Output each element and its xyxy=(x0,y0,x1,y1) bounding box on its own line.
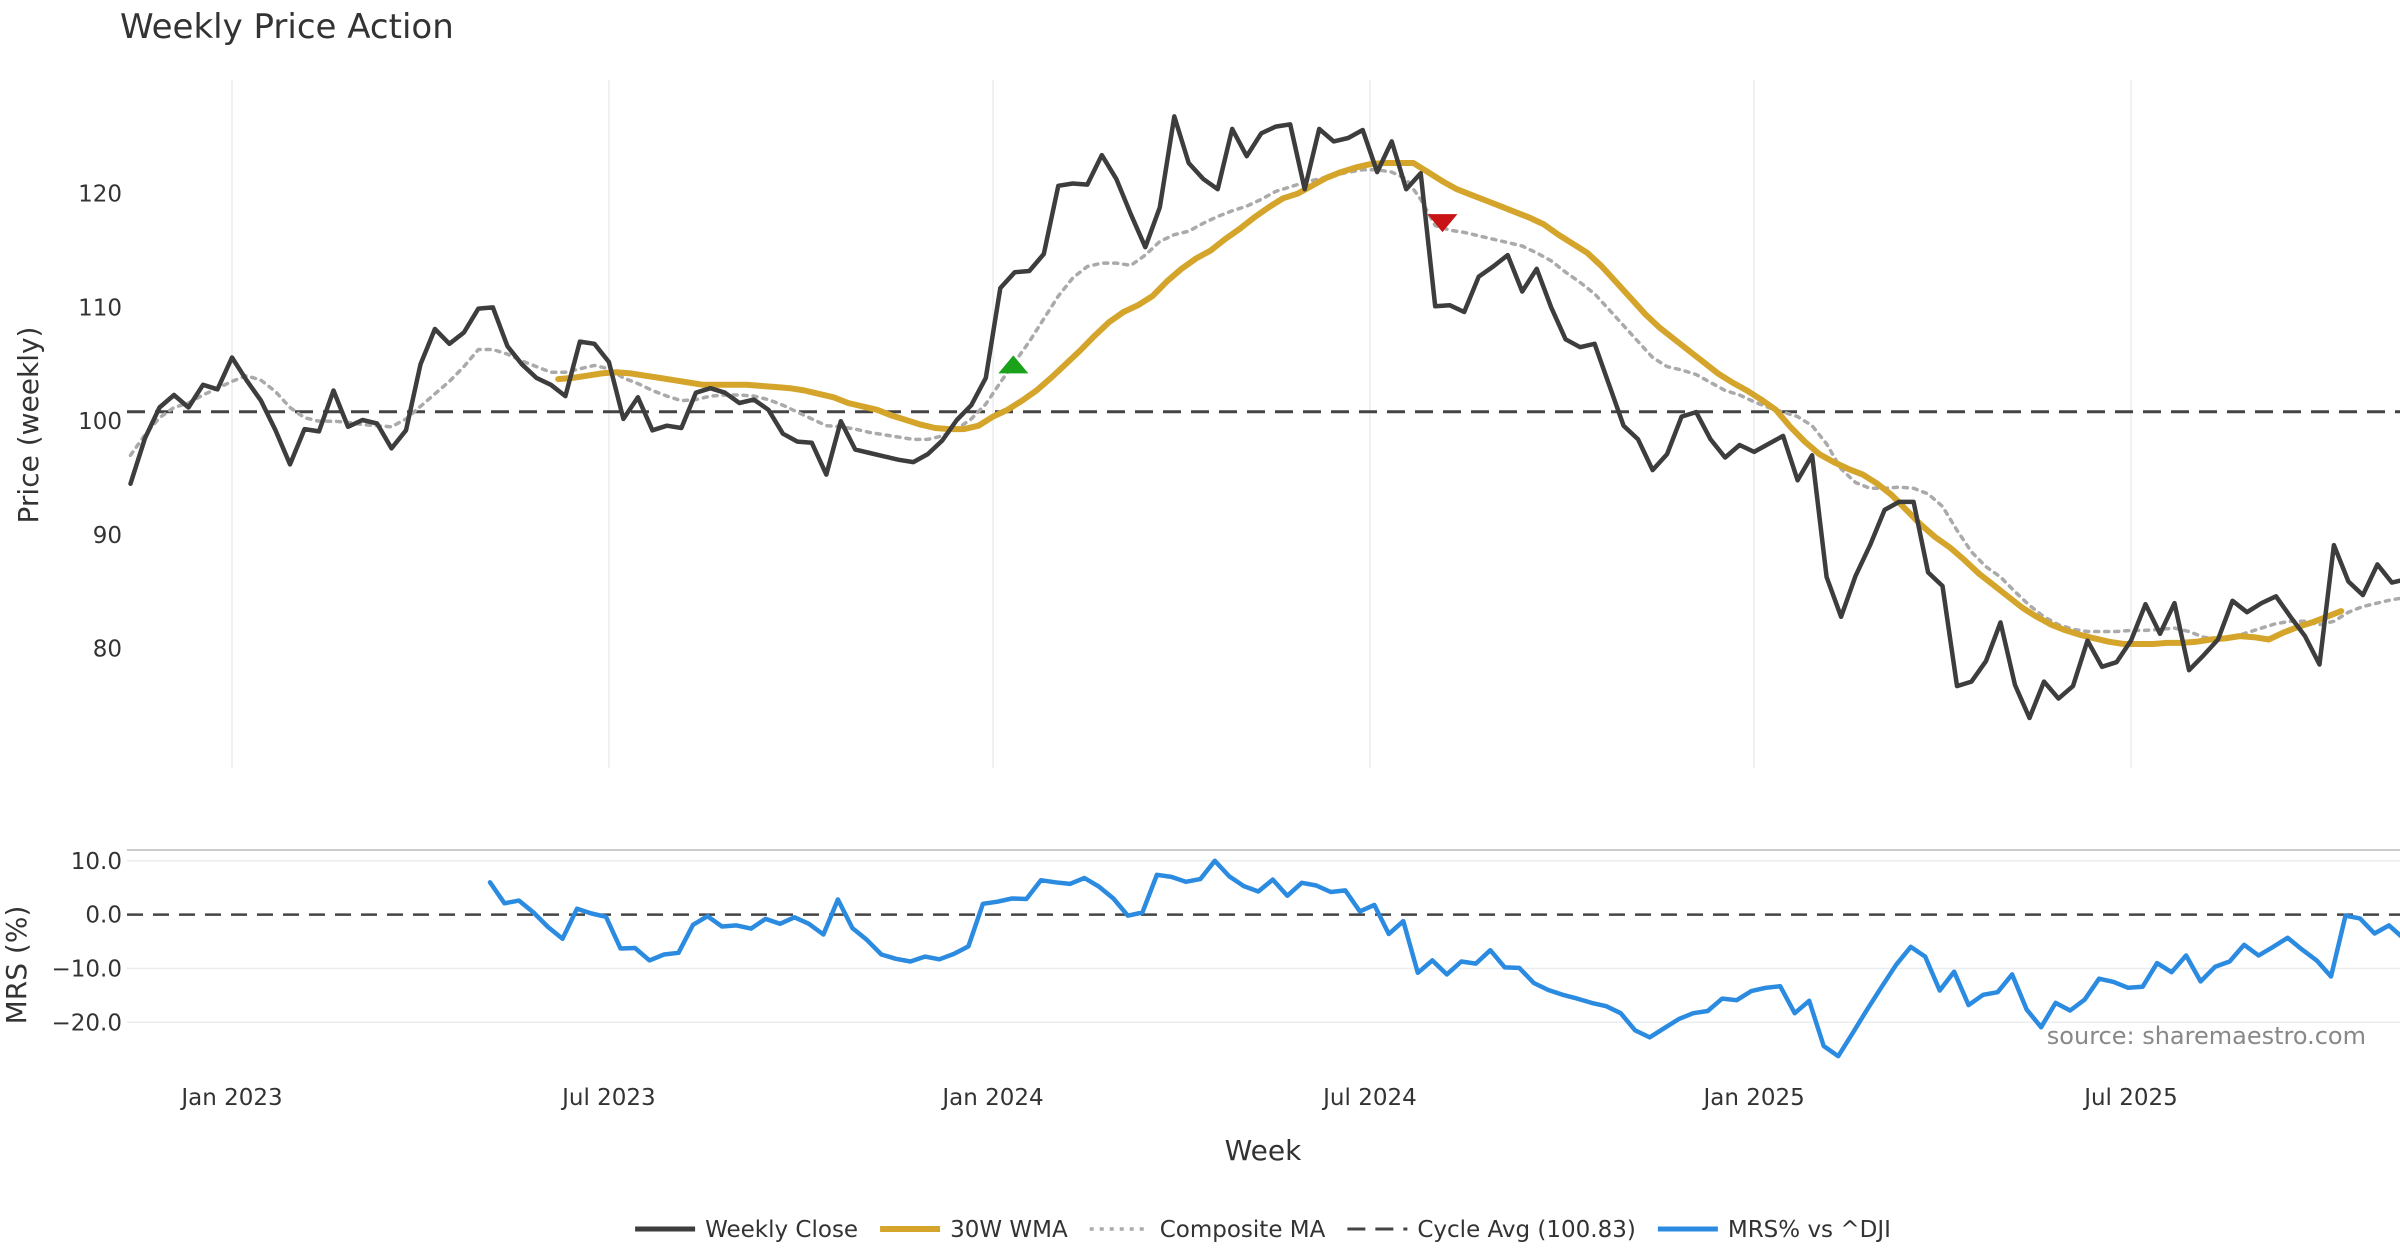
sell-signal-marker xyxy=(1427,214,1458,233)
legend-label-wma: 30W WMA xyxy=(950,1217,1068,1243)
x-axis: Jan 2023 Jul 2023 Jan 2024 Jul 2024 Jan 2025… xyxy=(179,1085,2177,1111)
legend: Weekly Close 30W WMA Composite MA Cycle Avg… xyxy=(635,1217,1891,1243)
price-grid xyxy=(231,80,2132,768)
mrs-y-tick-label: −10.0 xyxy=(52,956,122,982)
mrs-grid xyxy=(127,849,2400,1024)
close-series-line xyxy=(128,114,2400,721)
x-tick-label: Jan 2023 xyxy=(179,1085,282,1111)
x-tick-label: Jan 2025 xyxy=(1701,1085,1804,1111)
price-y-tick-label: 100 xyxy=(78,409,122,435)
chart-title: Weekly Price Action xyxy=(120,7,454,47)
x-tick-label: Jul 2025 xyxy=(2082,1085,2178,1111)
mrs-y-tick-label: 10.0 xyxy=(71,849,122,875)
legend-label-cycle: Cycle Avg (100.83) xyxy=(1417,1217,1636,1243)
composite-series-line xyxy=(128,168,2400,642)
mrs-y-tick-label: −20.0 xyxy=(52,1010,122,1036)
price-y-tick-label: 90 xyxy=(93,523,122,549)
x-tick-label: Jul 2023 xyxy=(560,1085,656,1111)
mrs-series xyxy=(127,858,2400,1059)
source-note: source: sharemaestro.com xyxy=(2047,1022,2366,1050)
price-series xyxy=(127,114,2400,721)
wma-series-line xyxy=(555,160,2345,647)
price-y-tick-label: 80 xyxy=(93,637,122,663)
mrs-y-tick-label: 0.0 xyxy=(85,903,122,929)
price-y-axis-label: Price (weekly) xyxy=(12,327,45,524)
buy-signal-marker xyxy=(998,355,1029,374)
signal-markers xyxy=(998,214,1458,374)
x-tick-label: Jul 2024 xyxy=(1321,1085,1417,1111)
legend-label-mrs: MRS% vs ^DJI xyxy=(1728,1217,1891,1243)
x-axis-label: Week xyxy=(1225,1134,1302,1167)
legend-label-composite: Composite MA xyxy=(1160,1217,1326,1243)
x-tick-label: Jan 2024 xyxy=(940,1085,1043,1111)
legend-label-close: Weekly Close xyxy=(705,1217,858,1243)
mrs-y-axis: 10.0 0.0 −10.0 −20.0 xyxy=(52,849,122,1037)
price-y-axis: 80 90 100 110 120 xyxy=(78,182,122,663)
price-y-tick-label: 120 xyxy=(78,182,122,208)
mrs-series-line xyxy=(487,858,2400,1059)
mrs-y-axis-label: MRS (%) xyxy=(0,906,33,1025)
price-y-tick-label: 110 xyxy=(78,295,122,321)
